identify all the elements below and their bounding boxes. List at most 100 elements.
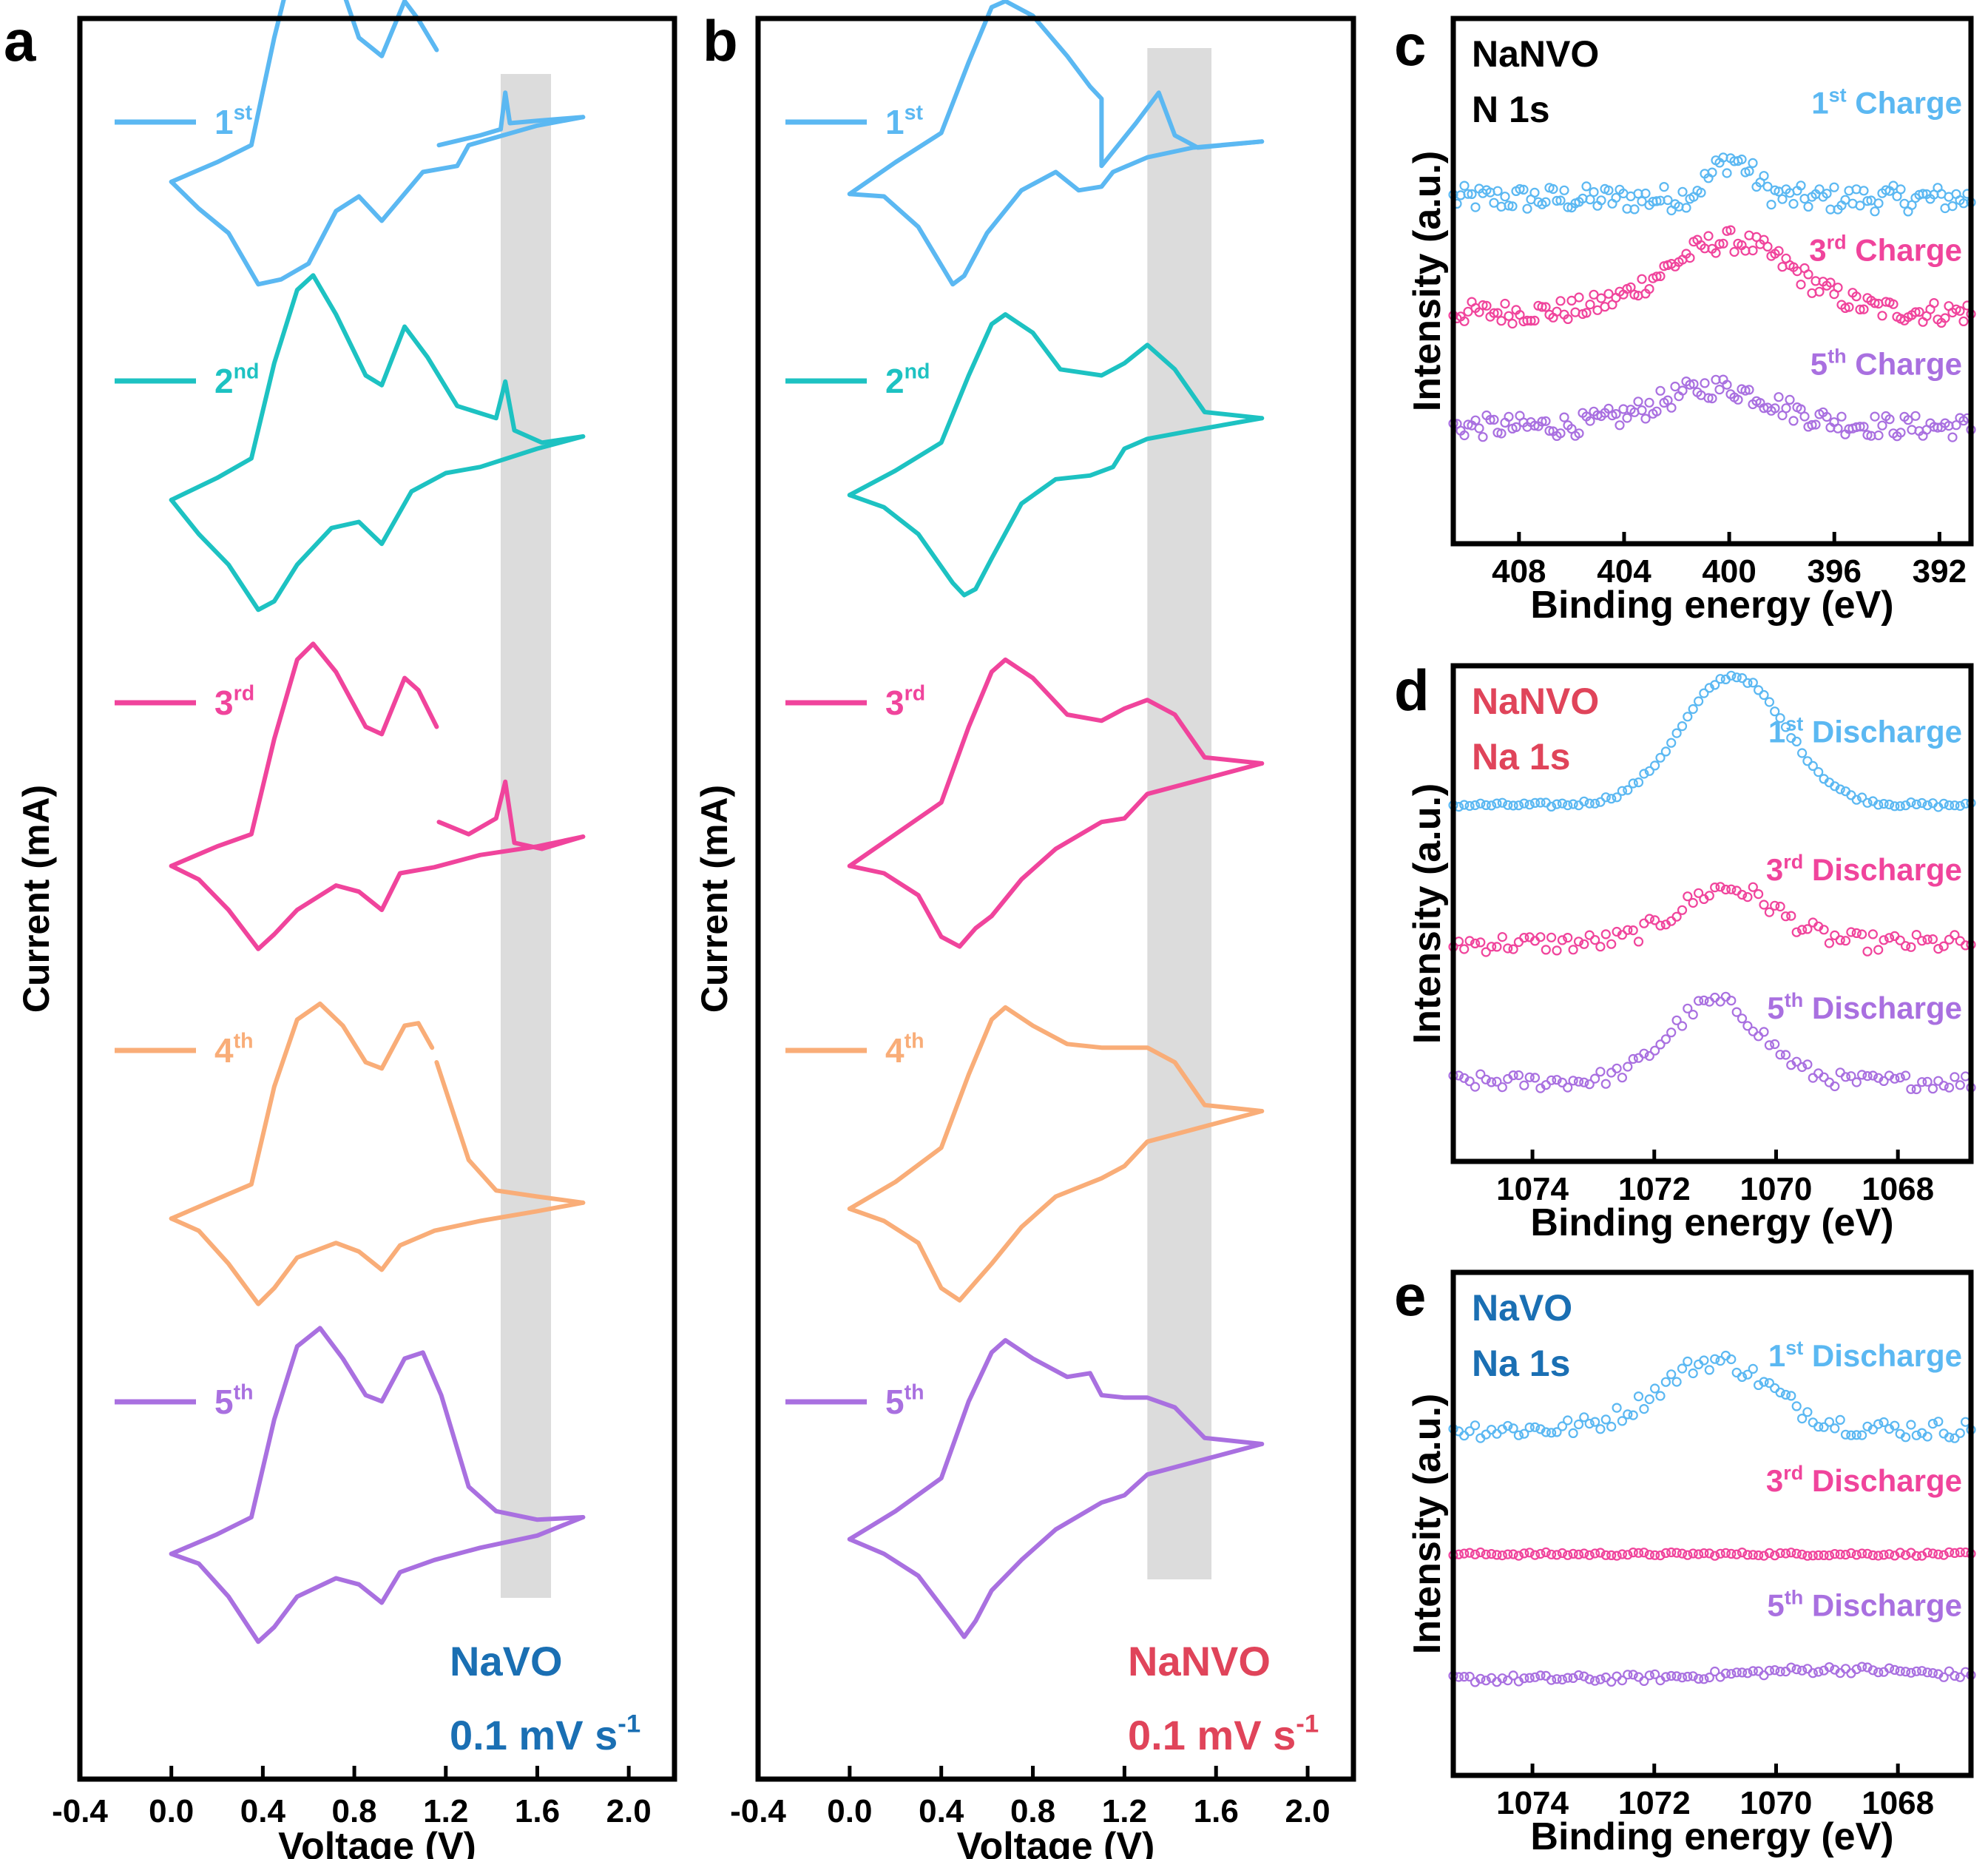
- data-point: [1677, 1673, 1688, 1683]
- data-point: [1748, 158, 1758, 168]
- data-point: [1606, 794, 1617, 804]
- data-point: [1802, 924, 1813, 934]
- data-point: [1557, 798, 1567, 809]
- data-point: [1890, 1073, 1900, 1084]
- x-tick-label: 0.8: [331, 1793, 376, 1829]
- plot-frame: [1450, 16, 1974, 547]
- data-point: [1546, 1428, 1557, 1438]
- data-point: [1453, 937, 1464, 947]
- data-point: [1623, 785, 1633, 795]
- data-point: [1496, 428, 1507, 439]
- data-point: [1633, 1053, 1644, 1063]
- series-label: 1st Discharge: [1768, 1337, 1962, 1373]
- data-point: [1463, 419, 1473, 430]
- data-point: [1901, 941, 1911, 951]
- data-point: [1731, 1549, 1742, 1559]
- series-label: 3rd Charge: [1809, 232, 1962, 268]
- data-point: [1824, 1551, 1834, 1561]
- data-point: [1585, 416, 1595, 426]
- data-point: [1808, 1551, 1818, 1561]
- data-point: [1914, 307, 1924, 317]
- data-point: [1895, 1666, 1905, 1676]
- data-point: [1906, 1667, 1916, 1678]
- data-point: [1475, 1547, 1486, 1558]
- data-point: [1955, 1080, 1965, 1090]
- data-point: [1655, 385, 1666, 396]
- data-point: [1464, 800, 1475, 812]
- plot-frame: [77, 16, 677, 1782]
- data-point: [1840, 1550, 1851, 1560]
- data-point: [1568, 1548, 1578, 1559]
- data-point: [1584, 1418, 1595, 1429]
- data-point: [1541, 197, 1551, 207]
- data-point: [1927, 1668, 1938, 1679]
- cv-curve-lower: [847, 139, 1265, 287]
- data-point: [1688, 1548, 1698, 1559]
- data-point: [1563, 314, 1573, 324]
- data-point: [1513, 1430, 1524, 1440]
- data-point: [1737, 1667, 1748, 1678]
- data-point: [1518, 184, 1529, 195]
- data-point: [1879, 1417, 1889, 1428]
- cv-curve-lower: [169, 1515, 586, 1644]
- data-point: [1766, 200, 1776, 210]
- data-point: [1492, 186, 1503, 196]
- data-point: [1671, 1548, 1682, 1558]
- data-point: [1579, 796, 1589, 806]
- cv-curve-lower: [169, 1200, 586, 1306]
- data-point: [1737, 154, 1747, 165]
- data-point: [1563, 1673, 1573, 1683]
- data-point: [1862, 1662, 1873, 1673]
- data-point: [1754, 1031, 1764, 1042]
- data-point: [1513, 1551, 1524, 1561]
- data-point: [1563, 1082, 1573, 1093]
- data-point: [1595, 1548, 1606, 1558]
- data-point: [1906, 797, 1916, 808]
- data-point: [1459, 316, 1470, 326]
- legend-label: 4th: [214, 1030, 254, 1070]
- data-point: [1840, 1664, 1851, 1674]
- data-point: [1513, 937, 1524, 948]
- data-point: [1944, 1547, 1955, 1557]
- data-point: [1546, 932, 1557, 942]
- cv-curve-upper: [847, 657, 1265, 868]
- data-point: [1762, 181, 1773, 192]
- data-point: [1489, 414, 1499, 425]
- data-point: [1851, 291, 1862, 302]
- data-point: [1803, 201, 1813, 212]
- data-point: [1459, 800, 1470, 810]
- data-point: [1655, 1039, 1666, 1050]
- data-point: [1759, 1670, 1769, 1681]
- x-tick-label: 1.6: [515, 1793, 560, 1829]
- series-label-num: 5: [1767, 991, 1784, 1025]
- data-point: [1890, 931, 1900, 942]
- data-point: [1911, 1084, 1921, 1095]
- cv-curve-upper: [169, 641, 439, 868]
- cv-curve-lower: [847, 761, 1265, 949]
- data-point: [1744, 385, 1754, 395]
- data-point: [1867, 1665, 1878, 1676]
- data-point: [1737, 1372, 1748, 1383]
- data-point: [1803, 269, 1813, 280]
- data-point: [1584, 930, 1595, 940]
- data-point: [1857, 1430, 1867, 1440]
- data-point: [1644, 1550, 1654, 1560]
- data-point: [1777, 194, 1788, 204]
- data-point: [1830, 930, 1840, 941]
- data-point: [1524, 1072, 1535, 1082]
- data-point: [1742, 1369, 1753, 1380]
- data-point: [1492, 308, 1503, 318]
- series-label-sup: th: [1785, 989, 1803, 1011]
- data-point: [1699, 995, 1709, 1005]
- data-point: [1522, 203, 1532, 214]
- x-tick-label: 1070: [1740, 1171, 1813, 1207]
- cv-curve-lower: [169, 834, 586, 951]
- data-point: [1677, 905, 1688, 915]
- data-point: [1961, 1547, 1971, 1558]
- data-point: [1651, 271, 1662, 282]
- data-point: [1644, 1670, 1654, 1681]
- data-point: [1524, 1422, 1535, 1433]
- data-point: [1683, 891, 1693, 902]
- data-point: [1884, 799, 1895, 810]
- data-point: [1524, 1548, 1535, 1558]
